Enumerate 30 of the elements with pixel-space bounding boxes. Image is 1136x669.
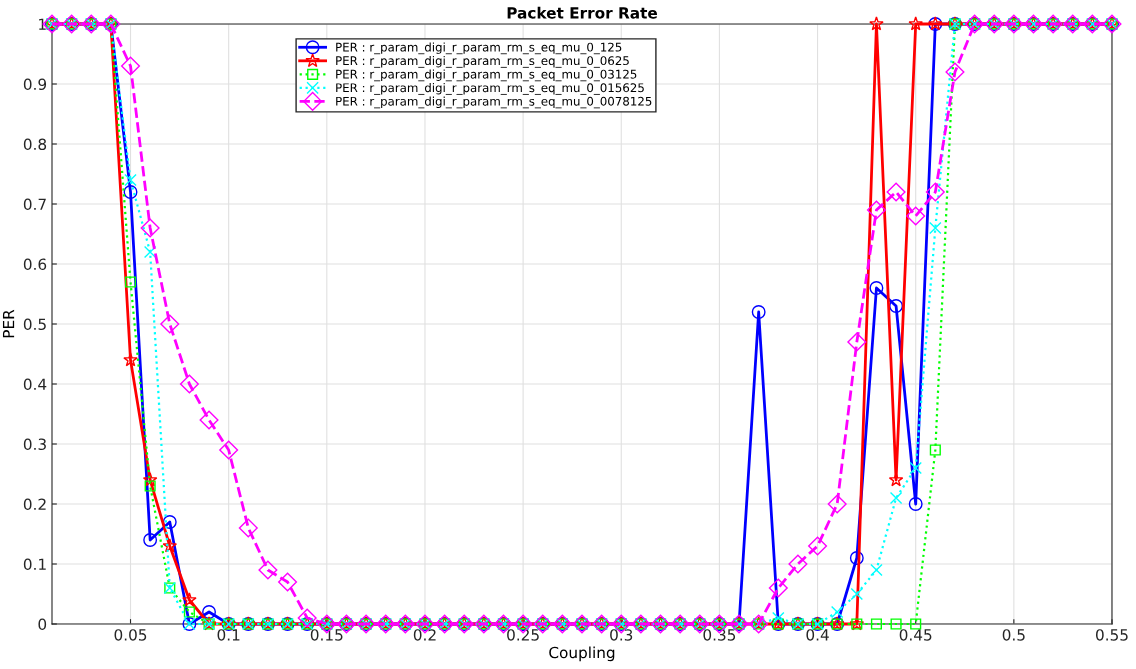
y-tick-label: 0.6 bbox=[23, 258, 47, 271]
x-axis-title: Coupling bbox=[549, 646, 615, 662]
x-tick-label: 0.05 bbox=[114, 629, 147, 641]
x-tick-label: 0.5 bbox=[1002, 629, 1025, 641]
legend-label: PER : r_param_digi_r_param_rm_s_eq_mu_0_03125 bbox=[336, 69, 637, 82]
y-tick-label: 0.8 bbox=[23, 138, 47, 151]
y-tick-label: 0.2 bbox=[23, 498, 46, 511]
y-tick-label: 0.9 bbox=[23, 78, 47, 91]
legend-label: PER : r_param_digi_r_param_rm_s_eq_mu_0_015625 bbox=[336, 83, 644, 95]
y-tick-label: 1 bbox=[39, 18, 46, 30]
x-tick-label: 0.4 bbox=[806, 629, 829, 641]
x-tick-label: 0.25 bbox=[507, 629, 539, 641]
y-axis-title: PER bbox=[2, 309, 15, 338]
x-tick-label: 0.1 bbox=[217, 629, 240, 641]
legend-label: PER : r_param_digi_r_param_rm_s_eq_mu_0_0625 bbox=[336, 55, 629, 68]
chart-title: Packet Error Rate bbox=[507, 6, 658, 19]
x-tick-label: 0.3 bbox=[610, 629, 633, 641]
y-tick-label: 0.4 bbox=[23, 378, 47, 391]
x-tick-label: 0.45 bbox=[899, 629, 932, 641]
legend-label: PER : r_param_digi_r_param_rm_s_eq_mu_0_0078125 bbox=[336, 96, 652, 109]
y-tick-label: 0.5 bbox=[23, 318, 46, 331]
x-tick-label: 0.15 bbox=[310, 629, 343, 641]
y-tick-label: 0.3 bbox=[23, 438, 46, 451]
legend-label: PER : r_param_digi_r_param_rm_s_eq_mu_0_125 bbox=[336, 42, 622, 55]
x-tick-label: 0.35 bbox=[703, 629, 736, 641]
y-tick-label: 0.7 bbox=[23, 198, 46, 211]
x-tick-label: 0.55 bbox=[1096, 629, 1128, 641]
y-tick-label: 0 bbox=[38, 618, 47, 631]
x-tick-label: 0.2 bbox=[413, 629, 436, 641]
y-tick-label: 0.1 bbox=[23, 558, 46, 571]
